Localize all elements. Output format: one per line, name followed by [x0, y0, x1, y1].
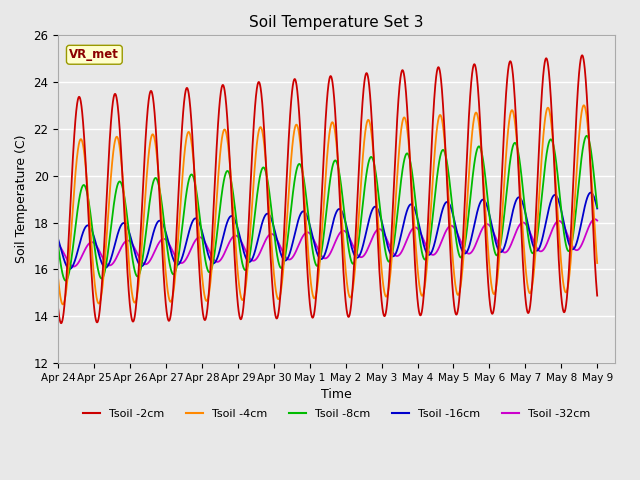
Tsoil -4cm	[583, 116, 591, 121]
Tsoil -4cm	[54, 276, 62, 282]
Tsoil -4cm	[525, 288, 532, 294]
Tsoil -2cm	[116, 130, 124, 135]
Tsoil -2cm	[583, 96, 591, 101]
Line: Tsoil -32cm: Tsoil -32cm	[58, 219, 597, 266]
Tsoil -8cm	[62, 278, 70, 284]
Tsoil -2cm	[593, 293, 601, 299]
Tsoil -16cm	[587, 190, 595, 195]
Tsoil -16cm	[66, 266, 74, 272]
Line: Tsoil -8cm: Tsoil -8cm	[58, 136, 597, 281]
Tsoil -16cm	[116, 225, 124, 230]
Tsoil -4cm	[59, 301, 67, 307]
Tsoil -2cm	[148, 89, 156, 95]
Tsoil -32cm	[148, 254, 156, 260]
Tsoil -32cm	[285, 256, 292, 262]
Tsoil -8cm	[525, 237, 532, 243]
Tsoil -8cm	[583, 133, 591, 139]
Tsoil -4cm	[261, 151, 269, 156]
Tsoil -2cm	[579, 52, 586, 58]
Title: Soil Temperature Set 3: Soil Temperature Set 3	[250, 15, 424, 30]
Tsoil -2cm	[58, 320, 65, 326]
Y-axis label: Soil Temperature (C): Soil Temperature (C)	[15, 135, 28, 264]
Tsoil -16cm	[285, 254, 292, 260]
Tsoil -4cm	[580, 102, 588, 108]
Tsoil -32cm	[583, 229, 591, 235]
Tsoil -32cm	[525, 227, 532, 232]
Legend: Tsoil -2cm, Tsoil -4cm, Tsoil -8cm, Tsoil -16cm, Tsoil -32cm: Tsoil -2cm, Tsoil -4cm, Tsoil -8cm, Tsoi…	[79, 404, 595, 423]
Tsoil -32cm	[54, 242, 62, 248]
Tsoil -4cm	[116, 146, 124, 152]
Tsoil -2cm	[285, 141, 292, 146]
Tsoil -16cm	[525, 225, 532, 231]
Tsoil -16cm	[593, 205, 601, 211]
Tsoil -8cm	[285, 229, 292, 235]
Tsoil -8cm	[583, 133, 591, 139]
Tsoil -8cm	[593, 204, 601, 210]
Tsoil -4cm	[593, 260, 601, 266]
Tsoil -2cm	[261, 144, 269, 150]
Tsoil -32cm	[261, 239, 269, 244]
Tsoil -4cm	[285, 193, 292, 199]
X-axis label: Time: Time	[321, 388, 352, 401]
Tsoil -32cm	[116, 247, 124, 253]
Tsoil -16cm	[261, 213, 269, 218]
Text: VR_met: VR_met	[69, 48, 119, 61]
Tsoil -32cm	[591, 216, 598, 222]
Tsoil -16cm	[54, 237, 62, 242]
Tsoil -16cm	[583, 196, 591, 202]
Line: Tsoil -16cm: Tsoil -16cm	[58, 192, 597, 269]
Tsoil -2cm	[54, 306, 62, 312]
Tsoil -2cm	[525, 310, 532, 315]
Tsoil -8cm	[116, 179, 124, 184]
Line: Tsoil -4cm: Tsoil -4cm	[58, 105, 597, 304]
Tsoil -8cm	[148, 185, 156, 191]
Tsoil -16cm	[148, 235, 156, 241]
Tsoil -32cm	[70, 264, 77, 269]
Tsoil -32cm	[593, 217, 601, 223]
Tsoil -8cm	[261, 167, 269, 173]
Tsoil -4cm	[148, 132, 156, 138]
Line: Tsoil -2cm: Tsoil -2cm	[58, 55, 597, 323]
Tsoil -8cm	[54, 244, 62, 250]
